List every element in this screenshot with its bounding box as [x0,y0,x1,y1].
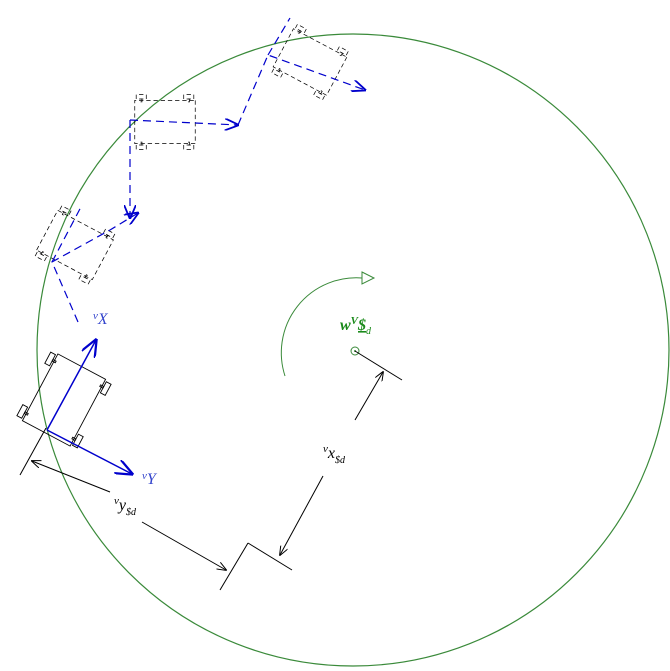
dimension [19,350,403,591]
robot-ghost [270,23,350,101]
label: vX [93,310,109,328]
label: vy$d [114,495,137,518]
label: vY [142,470,158,488]
center [350,346,360,356]
label: vx$d [323,443,346,466]
path [51,17,365,323]
trajectory-circle [36,33,670,667]
robot-frame [46,340,132,474]
label: wV$d [340,315,372,337]
rotation-arc [280,277,363,377]
